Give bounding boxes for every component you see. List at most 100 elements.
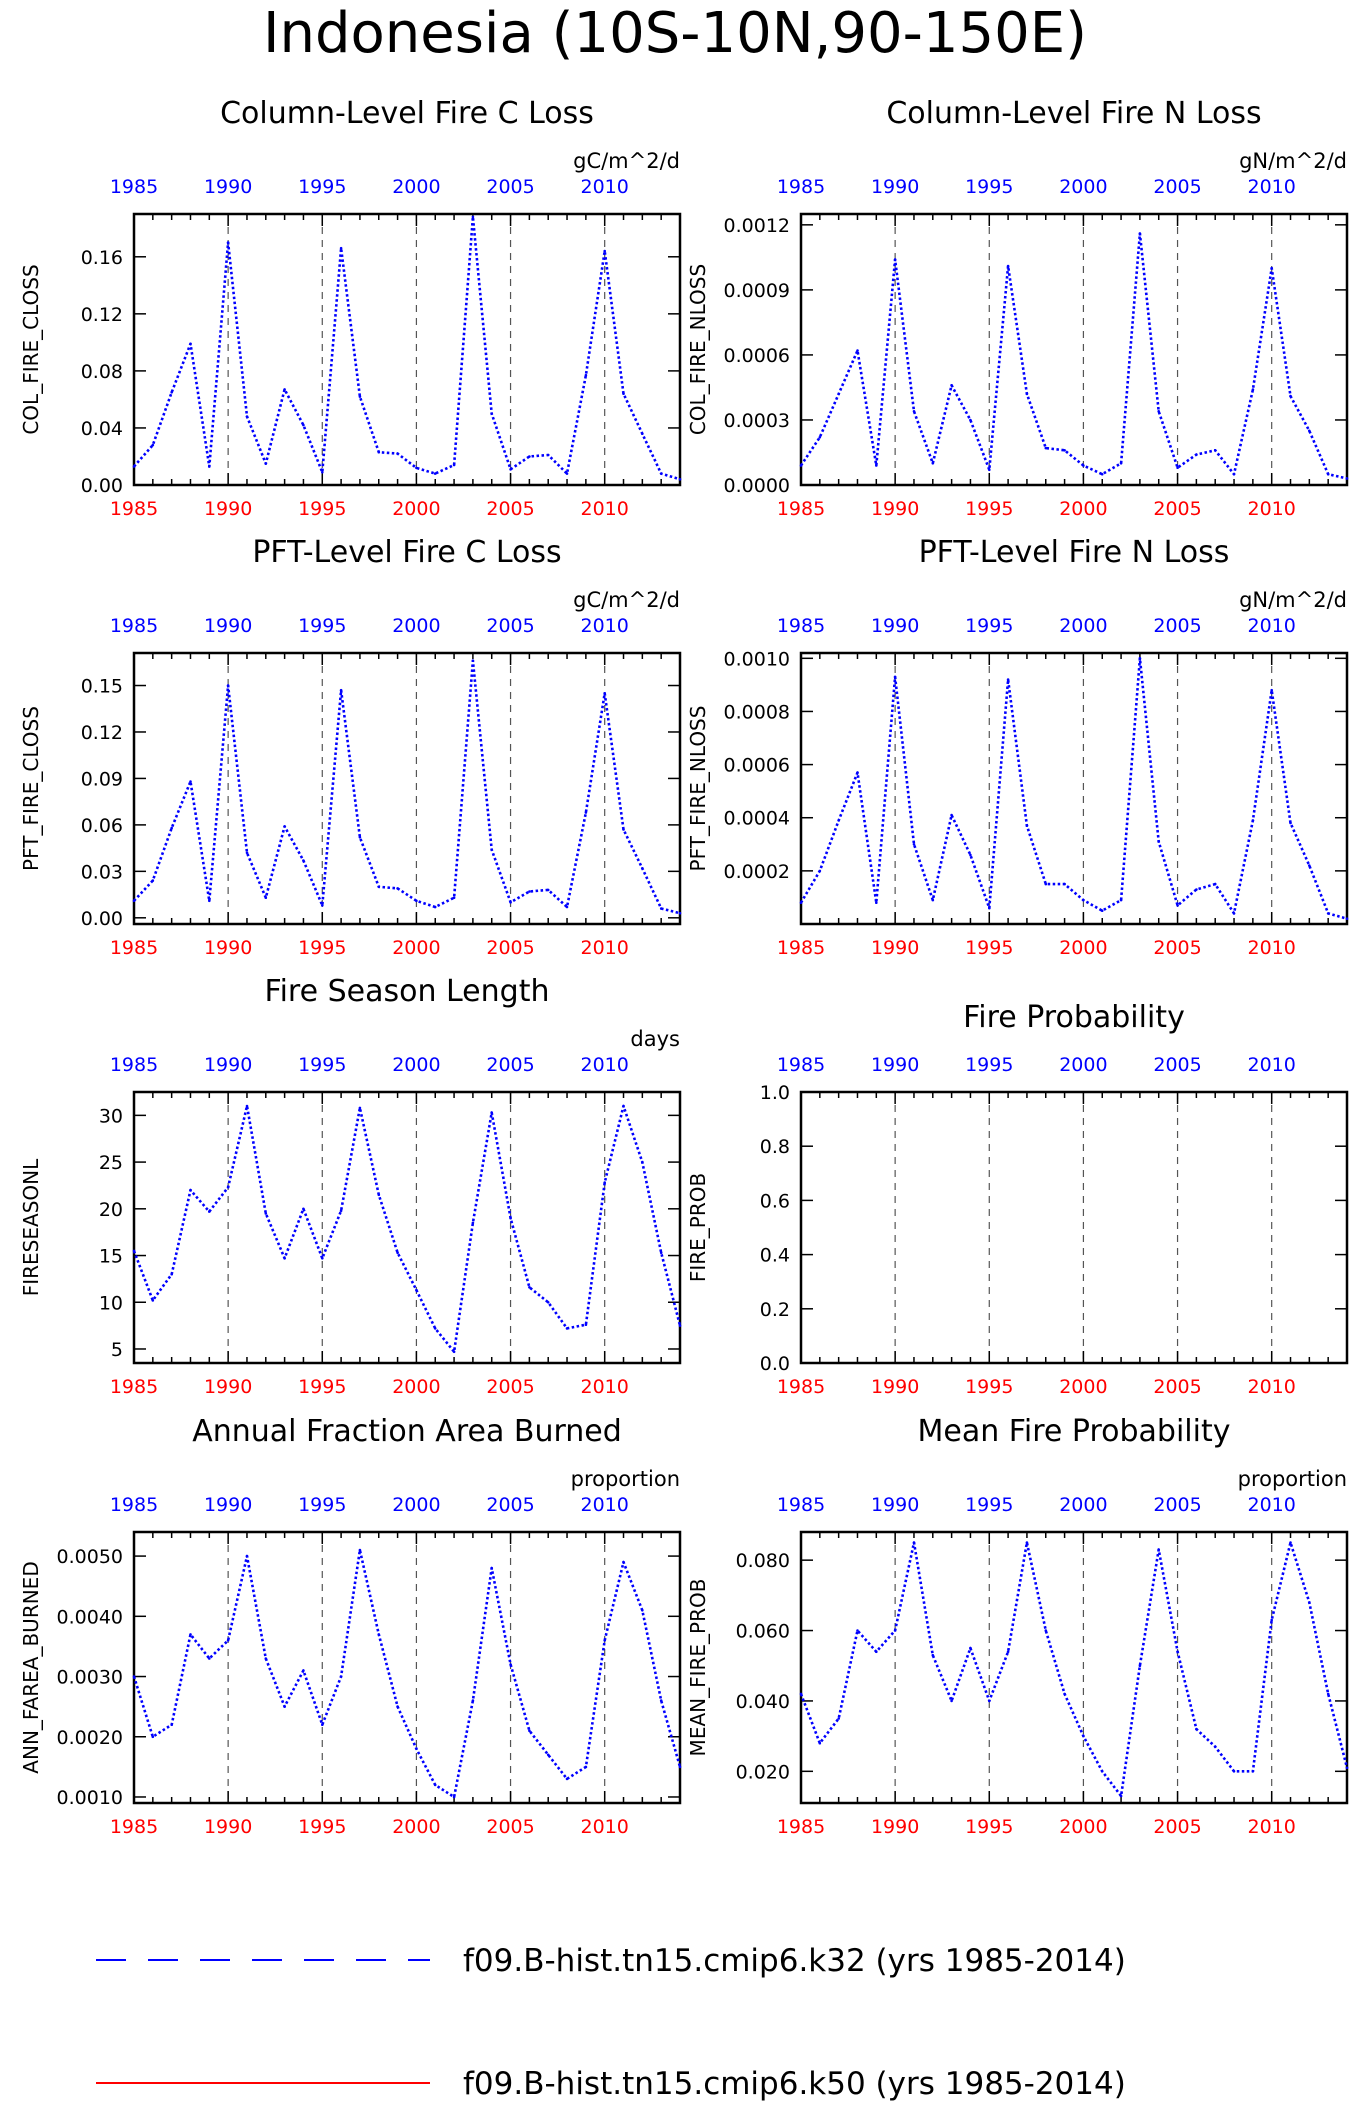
x-tick-label-top: 2010: [581, 1494, 629, 1516]
x-tick-label-top: 2010: [581, 1054, 629, 1076]
data-point: [1157, 410, 1160, 413]
data-point: [659, 472, 663, 475]
y-tick-label: 15: [99, 1246, 123, 1268]
x-tick-label-bottom: 1995: [965, 1376, 1013, 1398]
x-tick-label-bottom: 1995: [965, 498, 1013, 520]
data-point: [603, 249, 606, 253]
data-point: [622, 1560, 625, 1564]
data-point: [509, 901, 512, 904]
data-point: [837, 392, 840, 396]
data-point: [151, 879, 155, 882]
y-axis-label: PFT_FIRE_NLOSS: [686, 706, 710, 872]
data-point: [452, 896, 456, 899]
y-tick-label: 0.0: [760, 1353, 790, 1375]
x-tick-label-top: 2005: [486, 1494, 534, 1516]
data-point: [893, 258, 897, 261]
data-point: [893, 1629, 897, 1632]
x-tick-label-bottom: 2000: [1059, 1376, 1107, 1398]
y-tick-label: 10: [99, 1292, 123, 1314]
chart-pft-level-fire-n-loss: PFT-Level Fire N Loss gN/m^2/d 1985 1985 199…: [686, 535, 1349, 959]
data-point: [678, 1765, 682, 1769]
y-tick-label: 30: [99, 1105, 123, 1127]
x-tick-label-bottom: 1985: [777, 1816, 825, 1838]
data-point: [358, 395, 362, 398]
data-point: [969, 418, 972, 422]
data-point: [1100, 909, 1104, 912]
x-tick-label-bottom: 2000: [392, 1816, 440, 1838]
y-tick-label: 0.06: [81, 815, 123, 837]
data-point: [1082, 464, 1085, 467]
x-tick-label-bottom: 2010: [581, 1376, 629, 1398]
y-tick-label: 0.12: [81, 722, 123, 744]
x-tick-label-bottom: 2010: [1248, 937, 1296, 959]
data-point: [377, 1633, 381, 1636]
data-point: [622, 828, 625, 831]
data-point: [132, 899, 136, 903]
x-tick-label-bottom: 1995: [298, 498, 346, 520]
data-point: [988, 468, 991, 472]
x-tick-label-top: 1990: [871, 1494, 919, 1516]
x-tick-label-top: 1995: [298, 1054, 346, 1076]
x-tick-label-bottom: 2005: [1153, 1816, 1201, 1838]
data-point: [264, 1657, 268, 1660]
y-tick-label: 0.09: [81, 768, 123, 790]
data-point: [1006, 1650, 1010, 1653]
data-point: [358, 836, 362, 839]
x-tick-label-top: 2010: [581, 176, 629, 198]
data-point: [931, 1653, 935, 1657]
y-tick-label: 0.0003: [724, 410, 790, 432]
x-tick-label-top: 1990: [871, 1054, 919, 1076]
data-point: [1270, 688, 1273, 692]
data-point: [1044, 446, 1048, 450]
x-tick-label-bottom: 2005: [1153, 937, 1201, 959]
y-axis-label: FIRE_PROB: [686, 1173, 710, 1282]
y-tick-label: 0.0006: [724, 755, 790, 777]
x-tick-label-bottom: 2000: [392, 1376, 440, 1398]
x-tick-label-top: 2010: [581, 615, 629, 637]
x-tick-label-top: 2000: [1059, 1494, 1107, 1516]
data-point: [358, 1548, 362, 1552]
data-point: [950, 384, 953, 387]
x-tick-label-top: 2000: [392, 176, 440, 198]
x-tick-label-bottom: 2005: [486, 498, 534, 520]
data-point: [1138, 657, 1142, 660]
plot-frame: [799, 212, 1349, 487]
chart-title: Mean Fire Probability: [918, 1414, 1231, 1449]
data-point: [584, 1765, 588, 1769]
data-point: [321, 904, 324, 907]
data-point: [377, 1193, 381, 1197]
y-tick-label: 0.8: [760, 1136, 790, 1158]
x-tick-label-top: 2005: [1153, 1494, 1201, 1516]
x-tick-label-bottom: 1990: [204, 937, 252, 959]
data-point: [245, 1554, 249, 1558]
x-tick-label-top: 1985: [110, 1494, 158, 1516]
y-tick-label: 0.0010: [57, 1787, 123, 1809]
data-point: [584, 811, 588, 814]
data-point: [415, 1747, 418, 1751]
data-point: [856, 349, 859, 352]
data-point: [1082, 1734, 1085, 1738]
x-tick-label-bottom: 2005: [486, 1376, 534, 1398]
series-line: [799, 232, 1348, 480]
y-tick-label: 0.04: [81, 418, 123, 440]
x-tick-label-bottom: 1990: [871, 498, 919, 520]
data-point: [264, 462, 268, 465]
data-point: [226, 684, 230, 687]
data-point: [170, 1272, 173, 1276]
y-tick-label: 0.0009: [724, 280, 790, 302]
data-point: [603, 1639, 606, 1642]
y-tick-label: 0.0000: [724, 475, 790, 497]
x-tick-label-top: 2005: [486, 615, 534, 637]
data-point: [226, 241, 230, 244]
data-point: [358, 1106, 362, 1110]
x-tick-label-top: 1995: [965, 176, 1013, 198]
chart-title: Column-Level Fire C Loss: [220, 96, 594, 131]
data-point: [1213, 882, 1217, 886]
data-point: [837, 819, 840, 822]
data-point: [1326, 472, 1330, 476]
data-point: [818, 1741, 822, 1745]
y-tick-label: 0.6: [760, 1190, 790, 1212]
data-point: [875, 464, 878, 467]
data-point: [226, 1639, 230, 1642]
data-point: [302, 1669, 305, 1672]
